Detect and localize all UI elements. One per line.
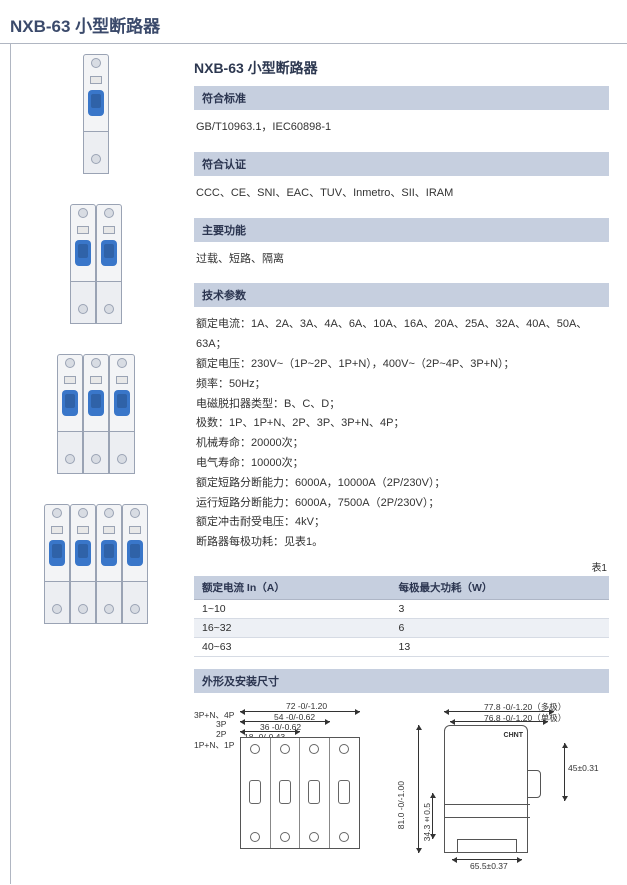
table-row: 40~63 13 — [194, 637, 609, 656]
dim-label: 3P — [216, 719, 226, 729]
spec-line: 额定电压：230V~（1P~2P、1P+N），400V~（2P~4P、3P+N）… — [196, 355, 607, 375]
table-cell: 1~10 — [194, 599, 390, 618]
table1-header: 额定电流 In（A） — [194, 576, 390, 600]
table1-header: 每极最大功耗（W） — [390, 576, 609, 600]
spec-line: 频率：50Hz； — [196, 375, 607, 395]
front-view-drawing: 3P+N、4P 3P 2P 1P+N、1P 72 -0/-1.20 54 -0/… — [194, 703, 384, 863]
dim-label: 45±0.31 — [568, 763, 599, 773]
section-standards-body: GB/T10963.1，IEC60898-1 — [194, 110, 609, 144]
dim-label: 65.5±0.37 — [470, 861, 508, 871]
table-cell: 13 — [390, 637, 609, 656]
dim-label: 2P — [216, 729, 226, 739]
spec-line: 电气寿命：10000次； — [196, 454, 607, 474]
section-functions-body: 过载、短路、隔离 — [194, 242, 609, 276]
section-standards-title: 符合标准 — [194, 86, 609, 110]
spec-line: 运行短路分断能力：6000A，7500A（2P/230V）； — [196, 494, 607, 514]
table1: 额定电流 In（A） 每极最大功耗（W） 1~10 3 16~32 6 40~6… — [194, 576, 609, 657]
table-cell: 40~63 — [194, 637, 390, 656]
spec-line: 额定短路分断能力：6000A，10000A（2P/230V）； — [196, 474, 607, 494]
dim-label: 3P+N、4P — [194, 709, 234, 721]
product-images-column — [10, 44, 180, 884]
section-functions-title: 主要功能 — [194, 218, 609, 242]
brand-logo: CHNT — [504, 732, 523, 739]
section-certs-title: 符合认证 — [194, 152, 609, 176]
section-certs-body: CCC、CE、SNI、EAC、TUV、Inmetro、SII、IRAM — [194, 176, 609, 210]
spec-line: 断路器每极功耗：见表1。 — [196, 533, 607, 553]
breaker-4p — [44, 504, 148, 624]
breaker-2p — [70, 204, 122, 324]
table1-caption: 表1 — [194, 559, 609, 574]
dim-label: 34.3±0.5 — [422, 803, 432, 841]
sub-title: NXB-63 小型断路器 — [194, 58, 609, 78]
breaker-1p — [83, 54, 109, 174]
spec-line: 极数：1P、1P+N、2P、3P、3P+N、4P； — [196, 414, 607, 434]
table-cell: 3 — [390, 599, 609, 618]
dim-label: 72 -0/-1.20 — [286, 701, 327, 711]
section-specs-title: 技术参数 — [194, 283, 609, 307]
spec-line: 电磁脱扣器类型：B、C、D； — [196, 395, 607, 415]
dim-label: 54 -0/-0.62 — [274, 712, 315, 722]
section-specs-body: 额定电流：1A、2A、3A、4A、6A、10A、16A、20A、25A、32A、… — [194, 307, 609, 559]
dim-label: 1P+N、1P — [194, 739, 234, 751]
page-title: NXB-63 小型断路器 — [0, 0, 627, 44]
content-column: NXB-63 小型断路器 符合标准 GB/T10963.1，IEC60898-1… — [180, 44, 627, 884]
spec-line: 额定冲击耐受电压：4kV； — [196, 513, 607, 533]
spec-line: 机械寿命：20000次； — [196, 434, 607, 454]
breaker-3p — [57, 354, 135, 474]
side-view-drawing: 77.8 -0/-1.20（多极） 76.8 -0/-1.20（单极） 42.5… — [394, 703, 594, 863]
table-row: 1~10 3 — [194, 599, 609, 618]
dim-label: 81.0 -0/-1.00 — [396, 781, 406, 829]
table-cell: 6 — [390, 618, 609, 637]
dim-label: 76.8 -0/-1.20（单极） — [484, 712, 566, 724]
dim-label: 36 -0/-0.62 — [260, 722, 301, 732]
table-row: 16~32 6 — [194, 618, 609, 637]
main-layout: NXB-63 小型断路器 符合标准 GB/T10963.1，IEC60898-1… — [0, 44, 627, 884]
table-cell: 16~32 — [194, 618, 390, 637]
dimension-drawings: 3P+N、4P 3P 2P 1P+N、1P 72 -0/-1.20 54 -0/… — [194, 703, 609, 863]
section-dimensions-title: 外形及安装尺寸 — [194, 669, 609, 693]
spec-line: 额定电流：1A、2A、3A、4A、6A、10A、16A、20A、25A、32A、… — [196, 315, 607, 355]
